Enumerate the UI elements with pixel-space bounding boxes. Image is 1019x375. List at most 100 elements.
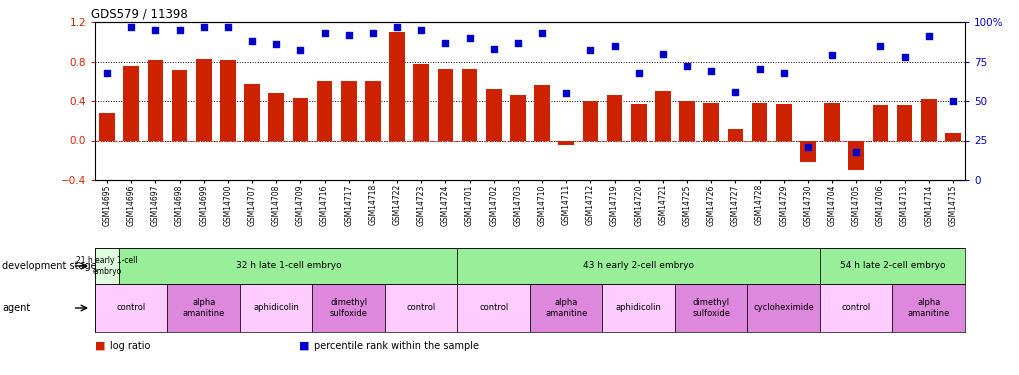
- Text: control: control: [479, 303, 507, 312]
- Bar: [675, 284, 747, 332]
- Point: [823, 52, 840, 58]
- Text: alpha
amanitine: alpha amanitine: [544, 298, 587, 318]
- Bar: [679, 101, 694, 141]
- Point: [533, 30, 549, 36]
- Bar: [727, 129, 743, 141]
- Bar: [123, 66, 139, 141]
- Point: [582, 48, 598, 54]
- Bar: [920, 99, 935, 141]
- Bar: [95, 284, 167, 332]
- Point: [799, 144, 815, 150]
- Point: [244, 38, 260, 44]
- Point: [292, 48, 309, 54]
- Point: [630, 69, 646, 75]
- Point: [774, 69, 791, 75]
- Bar: [340, 81, 357, 141]
- Bar: [896, 105, 912, 141]
- Text: control: control: [116, 303, 146, 312]
- Point: [654, 51, 671, 57]
- Bar: [244, 84, 260, 141]
- Text: ■: ■: [95, 341, 105, 351]
- Bar: [530, 284, 602, 332]
- Point: [557, 90, 574, 96]
- Point: [896, 54, 912, 60]
- Bar: [775, 104, 791, 141]
- Text: aphidicolin: aphidicolin: [615, 303, 661, 312]
- Text: ■: ■: [299, 341, 309, 351]
- Bar: [819, 248, 964, 284]
- Point: [944, 98, 960, 104]
- Bar: [389, 32, 405, 141]
- Point: [437, 39, 453, 45]
- Point: [485, 46, 501, 52]
- Point: [413, 27, 429, 33]
- Bar: [848, 141, 863, 170]
- Text: percentile rank within the sample: percentile rank within the sample: [314, 341, 479, 351]
- Text: aphidicolin: aphidicolin: [253, 303, 299, 312]
- Bar: [654, 91, 671, 141]
- Text: agent: agent: [2, 303, 31, 313]
- Bar: [119, 248, 458, 284]
- Point: [871, 43, 888, 49]
- Bar: [413, 64, 429, 141]
- Text: alpha
amanitine: alpha amanitine: [182, 298, 225, 318]
- Point: [268, 41, 284, 47]
- Point: [196, 24, 212, 30]
- Bar: [384, 284, 458, 332]
- Bar: [871, 105, 888, 141]
- Bar: [582, 101, 598, 141]
- Point: [123, 24, 140, 30]
- Bar: [171, 70, 187, 141]
- Bar: [292, 98, 308, 141]
- Bar: [268, 93, 284, 141]
- Point: [510, 39, 526, 45]
- Point: [920, 33, 936, 39]
- Bar: [462, 69, 477, 141]
- Point: [365, 30, 381, 36]
- Bar: [751, 103, 766, 141]
- Text: cycloheximide: cycloheximide: [753, 303, 813, 312]
- Bar: [606, 95, 622, 141]
- Point: [388, 24, 405, 30]
- Bar: [239, 284, 312, 332]
- Text: 21 h early 1-cell
embryо: 21 h early 1-cell embryо: [76, 256, 138, 276]
- Text: control: control: [407, 303, 435, 312]
- Text: 43 h early 2-cell embryo: 43 h early 2-cell embryo: [583, 261, 694, 270]
- Bar: [819, 284, 892, 332]
- Text: development stage: development stage: [2, 261, 97, 271]
- Text: alpha
amanitine: alpha amanitine: [907, 298, 949, 318]
- Point: [702, 68, 718, 74]
- Bar: [220, 60, 235, 141]
- Bar: [602, 284, 675, 332]
- Point: [171, 27, 187, 33]
- Point: [679, 63, 695, 69]
- Point: [147, 27, 163, 33]
- Point: [847, 148, 863, 154]
- Text: 32 h late 1-cell embryo: 32 h late 1-cell embryo: [235, 261, 340, 270]
- Bar: [534, 85, 549, 141]
- Bar: [892, 284, 964, 332]
- Bar: [99, 113, 115, 141]
- Point: [606, 43, 623, 49]
- Bar: [365, 81, 380, 141]
- Bar: [167, 284, 239, 332]
- Bar: [631, 104, 646, 141]
- Bar: [95, 248, 119, 284]
- Bar: [823, 103, 839, 141]
- Bar: [317, 81, 332, 141]
- Point: [727, 88, 743, 94]
- Bar: [458, 248, 819, 284]
- Bar: [703, 103, 718, 141]
- Point: [316, 30, 332, 36]
- Text: dimethyl
sulfoxide: dimethyl sulfoxide: [329, 298, 368, 318]
- Point: [461, 35, 477, 41]
- Text: dimethyl
sulfoxide: dimethyl sulfoxide: [692, 298, 730, 318]
- Bar: [196, 58, 211, 141]
- Bar: [510, 95, 525, 141]
- Bar: [557, 141, 574, 146]
- Bar: [747, 284, 819, 332]
- Text: log ratio: log ratio: [110, 341, 151, 351]
- Bar: [458, 284, 530, 332]
- Bar: [945, 133, 960, 141]
- Point: [219, 24, 235, 30]
